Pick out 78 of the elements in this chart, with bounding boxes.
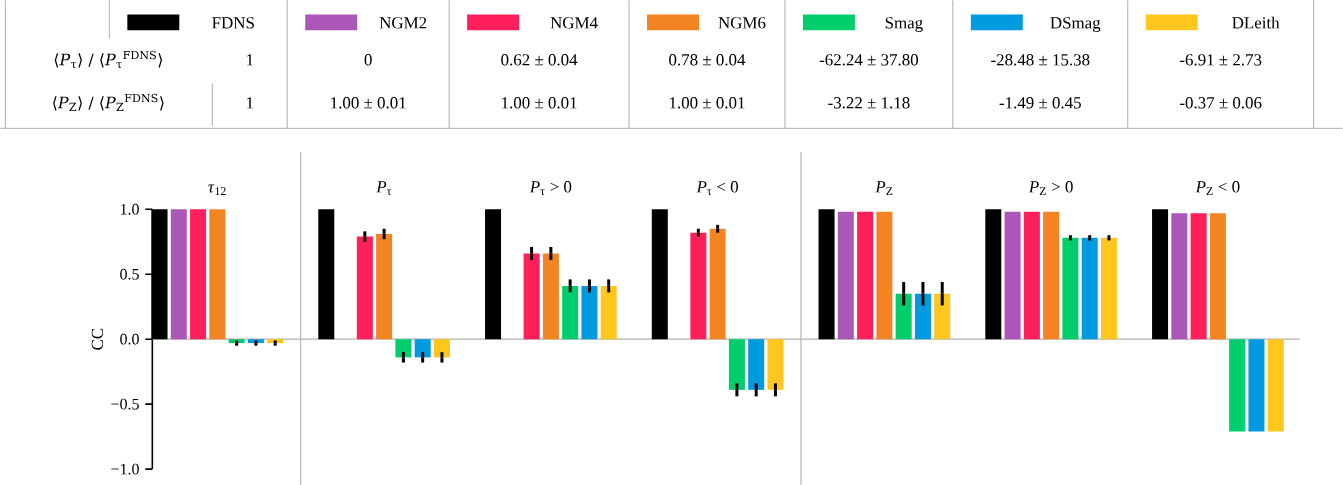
bar bbox=[170, 209, 187, 340]
bar bbox=[748, 339, 765, 390]
text: 1.00 ± 0.01 bbox=[502, 96, 577, 109]
legend-label: NGM6 bbox=[718, 17, 766, 29]
bar bbox=[433, 339, 450, 358]
y-tick-label: −0.5 bbox=[111, 398, 139, 410]
bar bbox=[209, 209, 226, 340]
text: -62.24 ± 37.80 bbox=[819, 53, 919, 66]
text: 0.78 ± 0.04 bbox=[669, 53, 746, 66]
legend-label: NGM2 bbox=[379, 17, 427, 29]
bar bbox=[728, 339, 745, 390]
text: -28.48 ± 15.38 bbox=[991, 53, 1090, 66]
bar bbox=[1190, 213, 1207, 340]
y-tick-label: −1.0 bbox=[111, 463, 139, 475]
bar bbox=[651, 209, 668, 340]
bar bbox=[190, 209, 207, 340]
bar bbox=[485, 209, 502, 340]
bar bbox=[1023, 211, 1040, 340]
bar bbox=[1043, 211, 1060, 340]
bar bbox=[1152, 209, 1169, 340]
x-tick-label: P$_{Z}$ bbox=[875, 181, 893, 195]
bar bbox=[414, 339, 431, 358]
bar bbox=[837, 211, 854, 340]
bar bbox=[1062, 237, 1079, 340]
text: 1 bbox=[247, 54, 253, 66]
text: 1 bbox=[247, 97, 253, 109]
bar bbox=[395, 339, 412, 358]
bar bbox=[542, 253, 559, 340]
bar bbox=[876, 211, 893, 340]
bar bbox=[1004, 211, 1021, 340]
text: -0.37 ± 0.06 bbox=[1179, 96, 1262, 109]
bar bbox=[1209, 213, 1226, 340]
y-tick-label: 0.5 bbox=[120, 268, 139, 280]
text: 0.62 ± 0.04 bbox=[501, 53, 578, 66]
bar bbox=[1171, 213, 1188, 340]
bar bbox=[914, 293, 931, 340]
bar bbox=[356, 236, 373, 340]
legend-label: DLeith bbox=[1232, 16, 1280, 29]
text: 1.00 ± 0.01 bbox=[331, 96, 406, 109]
legend-label: FDNS bbox=[212, 17, 254, 29]
bar bbox=[1081, 237, 1098, 340]
text: -1.49 ± 0.45 bbox=[999, 96, 1081, 109]
x-tick-label: P$_{τ}$ bbox=[376, 181, 392, 195]
bar bbox=[1229, 339, 1246, 432]
bar bbox=[895, 293, 912, 340]
x-tick-label: P$_{τ}$ < 0 bbox=[696, 180, 739, 195]
y-tick-label: 0.0 bbox=[120, 333, 139, 345]
x-tick-label: P$_{Z}$ < 0 bbox=[1195, 180, 1240, 195]
bar bbox=[709, 228, 726, 340]
text: -6.91 ± 2.73 bbox=[1179, 54, 1262, 66]
legend-label: DSmag bbox=[1050, 17, 1101, 32]
bar bbox=[767, 339, 784, 390]
x-tick-label: τ$_{12}$ bbox=[208, 184, 226, 195]
x-tick-label: P$_{Z}$ > 0 bbox=[1028, 180, 1073, 195]
bar bbox=[1267, 339, 1284, 432]
legend-label: Smag bbox=[885, 17, 923, 32]
bar bbox=[1248, 339, 1265, 432]
text: ⟨P$_{τ}$⟩ / ⟨P$_{τ}$$^{FDNS}$⟩ bbox=[54, 50, 162, 68]
text: 0 bbox=[364, 53, 372, 66]
text: -3.22 ± 1.18 bbox=[828, 96, 910, 109]
bar bbox=[934, 293, 951, 340]
legend-label: NGM4 bbox=[550, 17, 598, 29]
x-tick-label: P$_{τ}$ > 0 bbox=[529, 180, 572, 195]
bar bbox=[818, 209, 835, 340]
bar bbox=[985, 209, 1002, 340]
text: ⟨P$_{Z}$⟩ / ⟨P$_{Z}$$^{FDNS}$⟩ bbox=[53, 93, 164, 111]
bar bbox=[581, 285, 598, 340]
bar bbox=[376, 233, 393, 340]
bar bbox=[1100, 237, 1117, 340]
text: 1.00 ± 0.01 bbox=[669, 96, 745, 109]
bar bbox=[857, 211, 874, 340]
bar bbox=[318, 209, 335, 340]
y-axis-title: CC bbox=[91, 328, 104, 350]
bar bbox=[690, 232, 707, 340]
bar bbox=[523, 253, 540, 340]
y-tick-label: 1.0 bbox=[120, 203, 139, 215]
bar bbox=[600, 285, 617, 340]
bar bbox=[562, 285, 579, 340]
